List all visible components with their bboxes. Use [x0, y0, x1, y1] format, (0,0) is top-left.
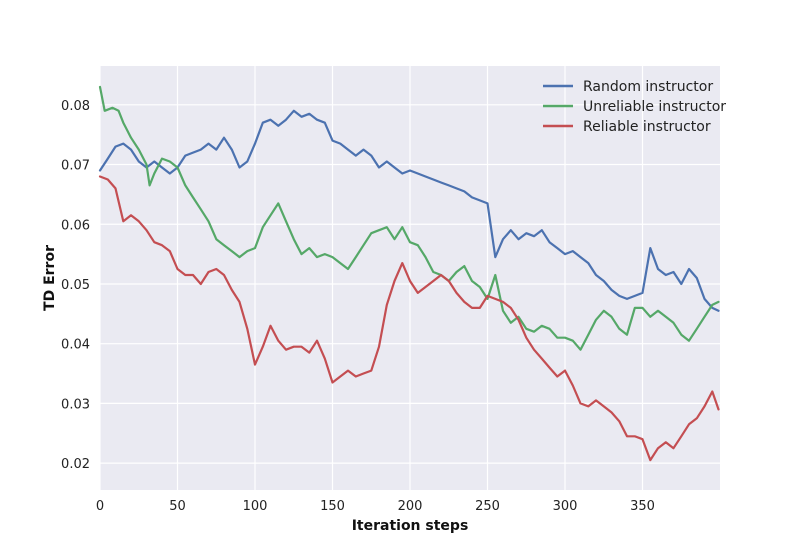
series-line-reliable-instructor [98, 175, 720, 462]
legend-label-unreliable-instructor: Unreliable instructor [583, 99, 726, 115]
y-tick-label: 0.05 [61, 278, 90, 293]
x-tick-labels: 0 50 100 150 200 250 300 350 [96, 499, 655, 514]
series-layer [98, 85, 720, 462]
x-tick-label: 250 [475, 499, 500, 514]
legend-label-random-instructor: Random instructor [583, 79, 713, 95]
y-tick-label: 0.02 [61, 457, 90, 472]
x-tick-label: 350 [630, 499, 655, 514]
x-tick-label: 200 [398, 499, 423, 514]
y-tick-label: 0.07 [61, 159, 90, 174]
x-tick-label: 50 [169, 499, 186, 514]
x-tick-label: 0 [96, 499, 104, 514]
legend: Random instructor Unreliable instructor Re… [543, 79, 726, 135]
x-axis-label: Iteration steps [352, 518, 469, 534]
x-tick-label: 100 [243, 499, 268, 514]
y-tick-labels: 0.02 0.03 0.04 0.05 0.06 0.07 0.08 [61, 99, 90, 472]
y-tick-label: 0.08 [61, 99, 90, 114]
legend-label-reliable-instructor: Reliable instructor [583, 119, 711, 135]
series-line-unreliable-instructor [98, 85, 720, 351]
x-tick-label: 150 [320, 499, 345, 514]
y-axis-label: TD Error [42, 245, 58, 311]
x-tick-label: 300 [553, 499, 578, 514]
series-line-random-instructor [98, 109, 720, 312]
grid [99, 66, 720, 490]
y-tick-label: 0.03 [61, 397, 90, 412]
y-tick-label: 0.04 [61, 338, 90, 353]
y-tick-label: 0.06 [61, 218, 90, 233]
